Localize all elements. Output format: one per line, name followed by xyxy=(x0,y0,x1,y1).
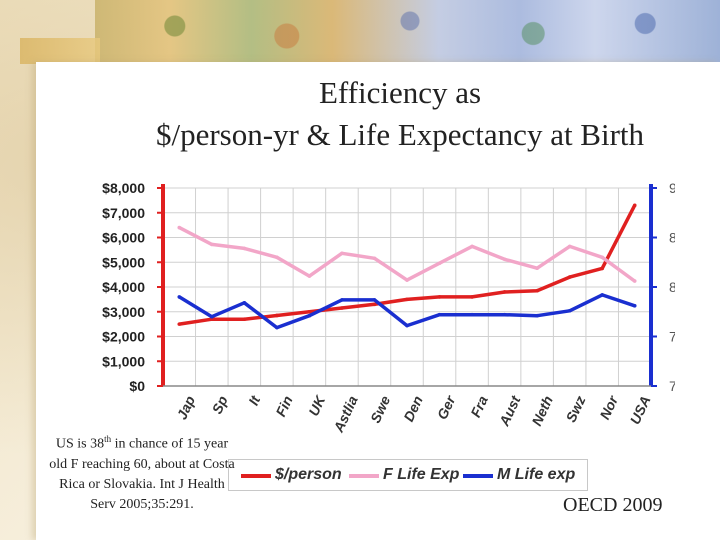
title-line-1: Efficiency as xyxy=(318,75,482,110)
data-point-flife xyxy=(242,246,247,251)
data-point-person xyxy=(437,295,442,299)
data-point-person xyxy=(372,302,377,307)
data-point-person xyxy=(210,317,214,321)
data-point-person xyxy=(405,297,409,302)
data-point-person xyxy=(632,203,637,208)
source-citation: OECD 2009 xyxy=(563,494,663,516)
legend-swatch-m-life xyxy=(463,474,493,478)
data-point-flife xyxy=(600,255,604,260)
legend-label-m-life: M Life exp xyxy=(497,466,576,483)
y-left-tick-label: $4,000 xyxy=(102,279,145,295)
data-point-person xyxy=(600,266,604,271)
chart: $8,000 $7,000 $6,000 $5,000 $4,000 $3,000 $2,0… xyxy=(83,172,675,434)
x-tick-label: It xyxy=(245,392,264,408)
data-point-mlife xyxy=(502,312,507,317)
x-tick-label: Jap xyxy=(173,393,198,422)
legend-label-person: $/person xyxy=(275,466,342,483)
x-tick-label: Fra xyxy=(467,393,491,420)
data-point-person xyxy=(307,309,312,314)
data-point-person xyxy=(535,288,539,293)
x-tick-label: USA xyxy=(627,393,654,427)
legend-label-f-life: F Life Exp xyxy=(383,466,460,483)
x-tick-label: Astlia xyxy=(330,393,361,434)
data-point-person xyxy=(275,313,279,318)
y-left-tick-label: $1,000 xyxy=(102,353,145,369)
data-point-mlife xyxy=(340,298,344,302)
data-point-flife xyxy=(177,225,182,230)
y-left-tick-label: $3,000 xyxy=(102,304,145,320)
data-point-mlife xyxy=(437,312,442,317)
y-left-tick-label: $8,000 xyxy=(102,180,145,196)
y-right-tick-label: 85 xyxy=(669,230,675,246)
data-point-person xyxy=(470,295,474,299)
title-line-2: $/person-yr & Life Expectancy at Birth xyxy=(155,117,645,152)
data-point-person xyxy=(242,317,247,321)
y-left-tick-label: $7,000 xyxy=(102,205,145,221)
y-left-tick-label: $2,000 xyxy=(102,329,145,345)
legend-swatch-person xyxy=(241,474,271,478)
data-point-flife xyxy=(632,279,637,283)
y-left-tick-label: $6,000 xyxy=(102,230,145,246)
x-tick-label: Neth xyxy=(528,393,556,428)
y-right-tick-label: 75 xyxy=(669,329,675,345)
data-point-flife xyxy=(372,256,377,261)
data-point-person xyxy=(502,290,507,294)
x-tick-label: Fin xyxy=(272,393,295,419)
data-point-mlife xyxy=(567,308,572,313)
chart-legend: $/person F Life Exp M Life exp xyxy=(228,459,588,491)
y-left-tick-label: $5,000 xyxy=(102,254,145,270)
data-point-flife xyxy=(275,255,279,260)
footnote-post: in chance of 15 year old F reaching 60, … xyxy=(49,436,235,512)
legend-swatch-f-life xyxy=(349,474,379,478)
x-tick-label: Swe xyxy=(367,393,393,425)
data-point-mlife xyxy=(405,323,409,328)
data-point-flife xyxy=(502,257,507,262)
data-point-person xyxy=(567,275,572,279)
y-right-tick-label: 90 xyxy=(669,180,675,196)
data-point-mlife xyxy=(470,312,474,317)
data-point-flife xyxy=(437,261,442,266)
x-tick-label: Nor xyxy=(596,392,621,422)
slide-title: Efficiency as $/person-yr & Life Expecta… xyxy=(60,72,720,156)
footnote: US is 38th in chance of 15 year old F re… xyxy=(48,429,236,515)
data-point-flife xyxy=(340,251,344,256)
x-tick-label: Den xyxy=(400,393,426,424)
x-tick-label: Sp xyxy=(209,393,231,416)
chart-svg: $8,000 $7,000 $6,000 $5,000 $4,000 $3,000 $2,0… xyxy=(102,180,675,434)
data-point-mlife xyxy=(372,298,377,302)
data-point-mlife xyxy=(242,301,247,305)
x-tick-label: Aust xyxy=(495,392,524,429)
data-point-mlife xyxy=(600,293,604,297)
data-point-flife xyxy=(210,242,214,247)
footnote-sup: th xyxy=(104,434,112,444)
x-tick-label: Swz xyxy=(563,393,589,424)
data-point-mlife xyxy=(275,325,279,330)
y-left-tick-label: $0 xyxy=(129,378,145,394)
data-point-person xyxy=(340,306,344,310)
footnote-pre: US is 38 xyxy=(55,436,105,452)
y-right-tick-label: 80 xyxy=(669,279,675,295)
data-point-flife xyxy=(470,244,474,249)
data-point-flife xyxy=(567,244,572,249)
data-point-flife xyxy=(405,278,409,282)
x-tick-label: UK xyxy=(305,392,328,418)
series-line-flife xyxy=(178,226,636,283)
data-point-mlife xyxy=(210,314,214,319)
data-point-mlife xyxy=(307,313,312,318)
data-point-person xyxy=(177,322,182,326)
decorative-leaf-corner xyxy=(20,38,100,64)
data-point-flife xyxy=(535,266,539,270)
decorative-leaves xyxy=(130,6,690,56)
y-right-tick-label: 70 xyxy=(669,378,675,394)
data-point-mlife xyxy=(535,313,539,318)
data-point-mlife xyxy=(177,295,182,299)
x-tick-label: Ger xyxy=(434,392,459,422)
data-point-flife xyxy=(307,274,312,278)
data-point-mlife xyxy=(632,304,637,308)
